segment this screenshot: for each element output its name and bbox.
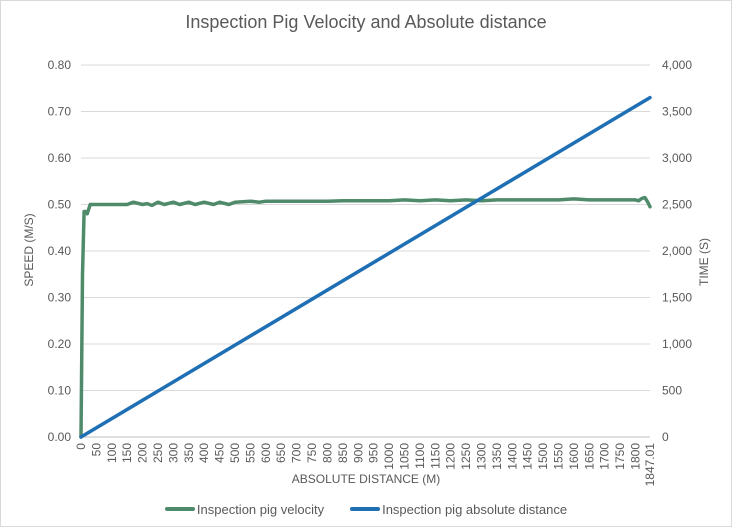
legend-label-velocity: Inspection pig velocity [196,501,325,517]
x-tick-label: 600 [259,443,273,463]
x-tick-label: 1650 [582,443,596,470]
chart-title: Inspection Pig Velocity and Absolute dis… [185,12,547,32]
y-tick-right-label: 2,000 [662,244,692,258]
x-tick-label: 700 [290,443,304,463]
x-tick-label: 1800 [629,443,643,470]
x-tick-label: 1750 [613,443,627,470]
y-axis-right-label: TIME (S) [697,238,711,286]
x-tick-label: 550 [243,443,257,463]
x-tick-label: 1250 [459,443,473,470]
y-axis-left-label: SPEED (M/S) [22,213,36,286]
x-tick-label: 850 [336,443,350,463]
y-tick-right-label: 3,500 [662,105,692,119]
x-tick-label: 250 [151,443,165,463]
x-tick-label: 1350 [490,443,504,470]
y-tick-left-label: 0.40 [48,244,72,258]
y-tick-left-label: 0.30 [48,291,72,305]
x-axis-label: ABSOLUTE DISTANCE (M) [292,472,440,486]
x-tick-label: 1200 [444,443,458,470]
x-tick-label: 50 [89,443,103,457]
x-tick-label: 0 [74,443,88,450]
x-tick-label: 950 [367,443,381,463]
x-tick-label: 900 [351,443,365,463]
x-tick-label: 450 [213,443,227,463]
y-tick-left-label: 0.50 [48,198,72,212]
x-tick-label: 1847.01 [643,443,657,487]
x-tick-label: 1100 [413,443,427,469]
y-tick-right-label: 2,500 [662,198,692,212]
legend-label-distance: Inspection pig absolute distance [382,501,568,517]
x-tick-label: 1600 [567,443,581,470]
y-tick-right-label: 1,500 [662,291,692,305]
x-tick-label: 200 [136,443,150,463]
y-tick-right-label: 1,000 [662,337,692,351]
y-tick-left-label: 0.10 [48,384,72,398]
x-tick-label: 300 [166,443,180,463]
legend-swatch-velocity [164,507,195,511]
x-tick-label: 150 [120,443,134,463]
y-tick-left-label: 0.20 [48,337,72,351]
legend-swatch-distance [350,507,381,511]
y-tick-right-label: 4,000 [662,58,692,72]
x-tick-label: 1000 [382,443,396,470]
x-tick-label: 1400 [505,443,519,470]
series-line-0 [79,195,652,439]
x-tick-label: 800 [320,443,334,463]
y-tick-left-label: 0.80 [48,58,72,72]
x-tick-label: 100 [105,443,119,463]
x-tick-label: 350 [182,443,196,463]
legend-item-velocity: Inspection pig velocity [164,501,325,517]
y-tick-left-label: 0.60 [48,151,72,165]
chart-legend: Inspection pig velocity Inspection pig a… [0,498,732,520]
y-tick-left-label: 0.70 [48,105,72,119]
x-tick-label: 1700 [598,443,612,470]
x-tick-label: 650 [274,443,288,463]
x-tick-label: 1050 [397,443,411,470]
x-tick-label: 1500 [536,443,550,470]
y-tick-right-label: 3,000 [662,151,692,165]
y-tick-right-label: 0 [662,430,669,444]
legend-item-distance: Inspection pig absolute distance [350,502,567,517]
x-tick-label: 1450 [521,443,535,470]
x-tick-label: 1300 [474,443,488,470]
y-tick-right-label: 500 [662,384,682,398]
series-line-1 [79,95,652,439]
x-tick-label: 1550 [552,443,566,470]
y-tick-left-label: 0.00 [48,430,72,444]
x-tick-label: 500 [228,443,242,463]
x-tick-label: 400 [197,443,211,463]
x-tick-label: 750 [305,443,319,463]
x-tick-label: 1150 [428,443,442,469]
